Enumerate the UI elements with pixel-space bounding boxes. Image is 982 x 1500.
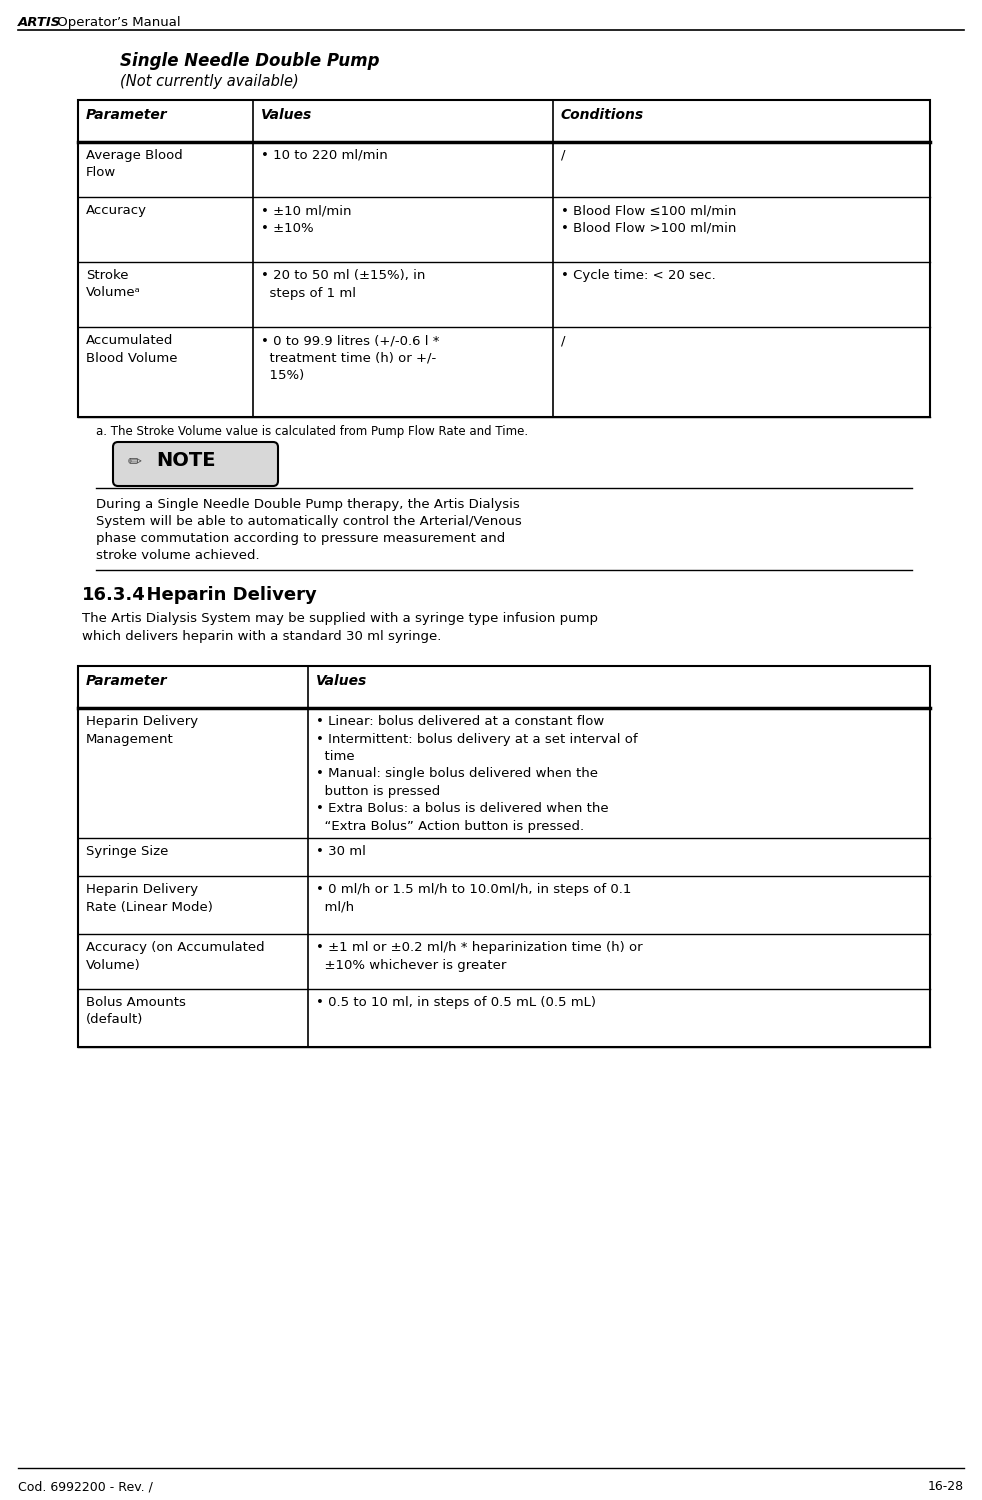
Text: • 0 ml/h or 1.5 ml/h to 10.0ml/h, in steps of 0.1
  ml/h: • 0 ml/h or 1.5 ml/h to 10.0ml/h, in ste… [316, 884, 631, 914]
Text: • 30 ml: • 30 ml [316, 844, 366, 858]
Text: During a Single Needle Double Pump therapy, the Artis Dialysis: During a Single Needle Double Pump thera… [96, 498, 519, 512]
Text: • 0 to 99.9 litres (+/-0.6 l *
  treatment time (h) or +/-
  15%): • 0 to 99.9 litres (+/-0.6 l * treatment… [261, 334, 440, 382]
Text: /: / [561, 148, 566, 162]
FancyBboxPatch shape [113, 442, 278, 486]
Text: Operator’s Manual: Operator’s Manual [53, 16, 181, 28]
Text: ✏: ✏ [128, 452, 141, 470]
Text: a. The Stroke Volume value is calculated from Pump Flow Rate and Time.: a. The Stroke Volume value is calculated… [96, 424, 528, 438]
Text: Values: Values [316, 674, 367, 688]
Text: which delivers heparin with a standard 30 ml syringe.: which delivers heparin with a standard 3… [82, 630, 441, 644]
Text: The Artis Dialysis System may be supplied with a syringe type infusion pump: The Artis Dialysis System may be supplie… [82, 612, 598, 626]
Text: 16-28: 16-28 [928, 1480, 964, 1492]
Bar [78, 666, 930, 1047]
Text: Stroke
Volumeᵃ: Stroke Volumeᵃ [86, 268, 140, 300]
Text: NOTE: NOTE [156, 452, 215, 470]
Text: 16.3.4: 16.3.4 [82, 586, 145, 604]
Text: (Not currently available): (Not currently available) [120, 74, 299, 88]
Text: • ±10 ml/min
• ±10%: • ±10 ml/min • ±10% [261, 204, 352, 234]
Text: stroke volume achieved.: stroke volume achieved. [96, 549, 259, 562]
Text: Accuracy: Accuracy [86, 204, 147, 218]
Text: Accuracy (on Accumulated
Volume): Accuracy (on Accumulated Volume) [86, 940, 264, 972]
Text: • Cycle time: < 20 sec.: • Cycle time: < 20 sec. [561, 268, 716, 282]
Text: • Blood Flow ≤100 ml/min
• Blood Flow >100 ml/min: • Blood Flow ≤100 ml/min • Blood Flow >1… [561, 204, 736, 234]
Text: Values: Values [261, 108, 312, 122]
Text: Heparin Delivery
Management: Heparin Delivery Management [86, 716, 198, 746]
Text: Syringe Size: Syringe Size [86, 844, 168, 858]
Text: Heparin Delivery: Heparin Delivery [134, 586, 317, 604]
Text: Conditions: Conditions [561, 108, 644, 122]
Text: Bolus Amounts
(default): Bolus Amounts (default) [86, 996, 186, 1026]
Text: System will be able to automatically control the Arterial/Venous: System will be able to automatically con… [96, 514, 521, 528]
Text: Cod. 6992200 - Rev. /: Cod. 6992200 - Rev. / [18, 1480, 153, 1492]
Text: Heparin Delivery
Rate (Linear Mode): Heparin Delivery Rate (Linear Mode) [86, 884, 213, 914]
Text: • 10 to 220 ml/min: • 10 to 220 ml/min [261, 148, 388, 162]
Text: • 20 to 50 ml (±15%), in
  steps of 1 ml: • 20 to 50 ml (±15%), in steps of 1 ml [261, 268, 425, 300]
Text: • ±1 ml or ±0.2 ml/h * heparinization time (h) or
  ±10% whichever is greater: • ±1 ml or ±0.2 ml/h * heparinization ti… [316, 940, 642, 972]
Text: /: / [561, 334, 566, 346]
Text: Single Needle Double Pump: Single Needle Double Pump [120, 53, 379, 70]
Text: • Linear: bolus delivered at a constant flow
• Intermittent: bolus delivery at a: • Linear: bolus delivered at a constant … [316, 716, 637, 833]
Text: • 0.5 to 10 ml, in steps of 0.5 mL (0.5 mL): • 0.5 to 10 ml, in steps of 0.5 mL (0.5 … [316, 996, 596, 1010]
Text: ARTIS: ARTIS [18, 16, 61, 28]
Bar [78, 100, 930, 417]
Text: phase commutation according to pressure measurement and: phase commutation according to pressure … [96, 532, 506, 544]
Text: Accumulated
Blood Volume: Accumulated Blood Volume [86, 334, 178, 364]
Text: Parameter: Parameter [86, 674, 168, 688]
Text: Average Blood
Flow: Average Blood Flow [86, 148, 183, 180]
Text: Parameter: Parameter [86, 108, 168, 122]
